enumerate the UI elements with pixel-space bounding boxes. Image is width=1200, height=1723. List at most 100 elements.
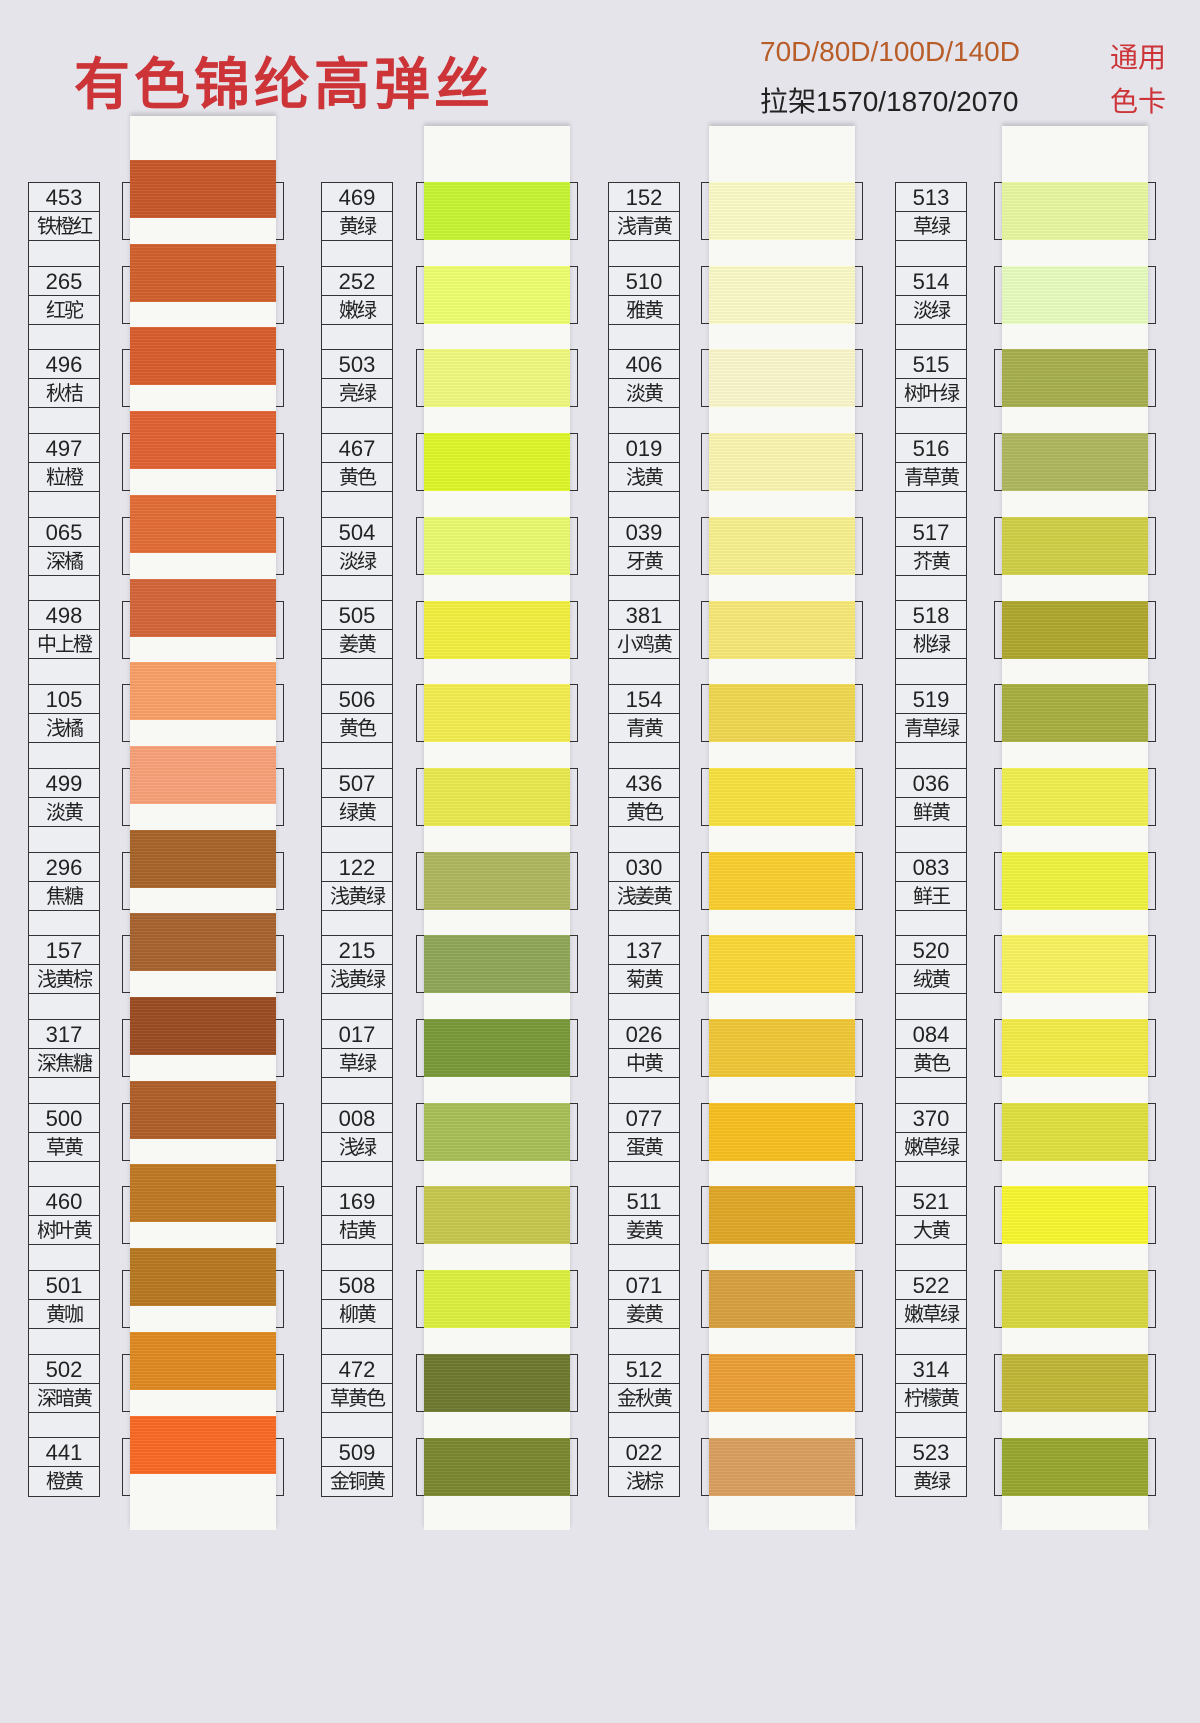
color-name: 姜黄 — [609, 1216, 679, 1246]
color-swatch — [1002, 1019, 1148, 1077]
color-name: 姜黄 — [322, 630, 392, 660]
color-name: 黄色 — [896, 1049, 966, 1078]
color-name: 中黄 — [609, 1049, 679, 1078]
color-code: 500 — [29, 1104, 99, 1133]
color-swatch — [424, 1102, 570, 1161]
color-code: 497 — [29, 434, 99, 464]
color-name: 焦糖 — [29, 882, 99, 911]
color-code: 517 — [896, 518, 966, 547]
thread-strip — [1002, 126, 1148, 1530]
color-name: 浅棕 — [626, 1469, 664, 1494]
color-code: 030 — [609, 853, 679, 882]
spacer-cell — [29, 827, 99, 853]
color-name: 草绿 — [896, 212, 966, 241]
color-code: 501 — [29, 1271, 99, 1300]
color-name: 深暗黄 — [29, 1384, 99, 1413]
color-code: 514 — [896, 267, 966, 296]
color-name: 淡黄 — [29, 798, 99, 827]
spacer-cell — [29, 994, 99, 1020]
color-card-tag: 色卡 — [1110, 85, 1167, 118]
color-code: 523 — [896, 1438, 966, 1468]
spacer-cell — [29, 911, 99, 937]
color-code: 522 — [896, 1271, 966, 1300]
color-swatch — [1002, 1270, 1148, 1329]
color-swatch — [709, 433, 855, 492]
color-code: 521 — [896, 1187, 966, 1217]
spacer-cell — [322, 1078, 392, 1104]
color-code: 265 — [29, 267, 99, 296]
color-swatch — [130, 578, 276, 637]
spacer-cell — [896, 911, 966, 937]
color-swatch — [130, 829, 276, 888]
spacer-cell — [322, 911, 392, 937]
spacer-cell — [322, 325, 392, 351]
spacer-cell — [29, 1162, 99, 1188]
color-name: 淡黄 — [609, 379, 679, 409]
color-swatch — [709, 684, 855, 743]
color-name: 大黄 — [896, 1216, 966, 1246]
color-name: 桃绿 — [896, 630, 966, 660]
color-swatch — [1002, 182, 1148, 240]
color-swatch — [424, 935, 570, 994]
color-swatch — [709, 935, 855, 994]
color-swatch — [130, 1080, 276, 1139]
color-code: 084 — [896, 1020, 966, 1049]
spacer-cell — [896, 1329, 966, 1355]
color-swatch — [709, 851, 855, 910]
color-name: 青黄 — [609, 714, 679, 744]
color-swatch — [1002, 851, 1148, 910]
thread-strip — [424, 126, 570, 1530]
color-code: 515 — [896, 350, 966, 380]
spacer-cell — [322, 408, 392, 435]
spacer-cell — [29, 1413, 99, 1439]
color-swatch — [1002, 1186, 1148, 1245]
spacer-cell — [609, 994, 679, 1020]
color-name: 蛋黄 — [609, 1133, 679, 1162]
color-code: 017 — [322, 1020, 392, 1049]
color-name: 嫩草绿 — [896, 1133, 966, 1162]
spacer-cell — [896, 659, 966, 686]
color-swatch — [709, 1186, 855, 1245]
color-code: 441 — [29, 1438, 99, 1468]
color-code: 381 — [609, 601, 679, 631]
spacer-cell — [322, 994, 392, 1020]
spacer-cell — [609, 659, 679, 686]
color-swatch — [709, 1353, 855, 1412]
color-code: 453 — [29, 183, 99, 212]
color-swatch — [709, 1437, 855, 1496]
color-code: 509 — [322, 1438, 392, 1468]
color-swatch — [424, 851, 570, 910]
spacer-cell — [609, 1078, 679, 1104]
color-swatch — [424, 1270, 570, 1329]
spacer-cell — [29, 492, 99, 518]
color-code: 296 — [29, 853, 99, 882]
color-swatch — [709, 767, 855, 826]
color-code: 008 — [322, 1104, 392, 1133]
color-name: 淡绿 — [896, 296, 966, 325]
color-swatch — [130, 997, 276, 1055]
color-name: 浅黄棕 — [29, 965, 99, 995]
color-swatch — [424, 767, 570, 826]
color-swatch — [424, 1019, 570, 1077]
color-name: 菊黄 — [609, 965, 679, 995]
spacer-cell — [322, 743, 392, 769]
spacer-cell — [896, 743, 966, 769]
color-code: 169 — [322, 1187, 392, 1217]
color-code: 122 — [322, 853, 392, 882]
color-code: 215 — [322, 936, 392, 966]
color-code: 370 — [896, 1104, 966, 1133]
spacer-cell — [29, 408, 99, 435]
spacer-cell — [322, 1329, 392, 1355]
color-code: 499 — [29, 769, 99, 798]
color-name: 草绿 — [322, 1049, 392, 1078]
color-name: 黄色 — [609, 798, 679, 827]
thread-strip — [130, 116, 276, 1530]
color-code: 512 — [609, 1355, 679, 1384]
color-name: 芥黄 — [896, 547, 966, 576]
color-name: 绒黄 — [896, 965, 966, 995]
color-name: 浅黄 — [609, 463, 679, 493]
color-code: 022 — [609, 1438, 679, 1468]
color-swatch — [130, 662, 276, 721]
color-code: 472 — [322, 1355, 392, 1384]
color-code: 502 — [29, 1355, 99, 1384]
